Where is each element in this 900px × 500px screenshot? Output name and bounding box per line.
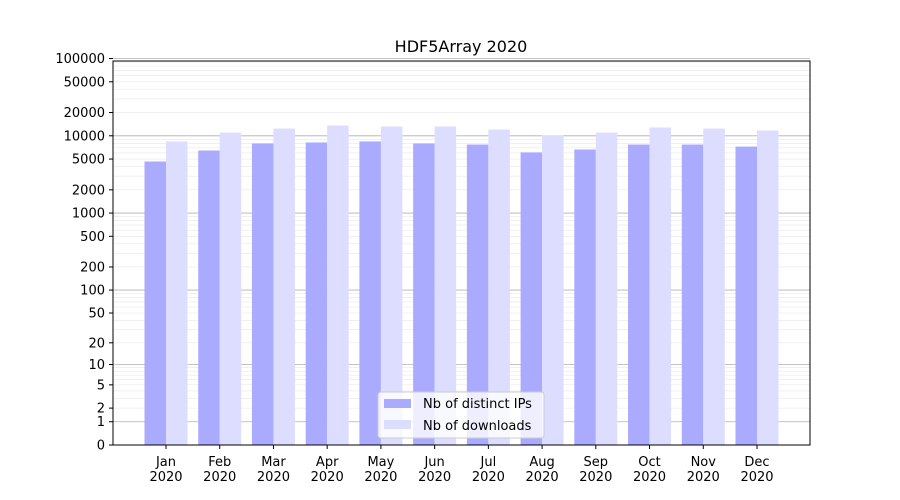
- y-tick-label: 50000: [64, 75, 105, 90]
- x-axis: Jan 2020 Feb 2020 Mar 2020 Apr 2020 May 2020 Jun 20…: [149, 445, 774, 485]
- x-tick-label: Apr 2020: [311, 455, 344, 485]
- bar-distinct-ips: [574, 149, 596, 445]
- legend: Nb of distinct IPs Nb of downloads: [377, 391, 545, 439]
- bar-distinct-ips: [413, 143, 435, 445]
- bar-distinct-ips: [466, 144, 489, 446]
- bars: [144, 125, 779, 446]
- y-tick-label: 5: [97, 378, 105, 393]
- y-tick-label: 500: [80, 230, 105, 245]
- y-tick-label: 50: [88, 307, 105, 322]
- y-axis: 0 12 5 10 20 50 100 200 500 1000 2000 5000 10000 2000…: [55, 52, 113, 454]
- x-tick-label: May 2020: [364, 455, 397, 485]
- bar-downloads: [327, 125, 349, 445]
- legend-label-ips: Nb of distinct IPs: [423, 397, 532, 412]
- y-tick-label: 200: [80, 260, 105, 275]
- bar-distinct-ips: [144, 161, 166, 446]
- bar-downloads: [488, 129, 510, 445]
- y-tick-label: 20000: [64, 106, 105, 121]
- y-tick-label: 0: [97, 439, 105, 454]
- bar-downloads: [703, 128, 725, 445]
- x-tick-label: Nov 2020: [687, 455, 720, 485]
- x-tick-label: Jan 2020: [149, 455, 182, 485]
- chart-title: HDF5Array 2020: [395, 37, 528, 56]
- bar-downloads: [166, 141, 188, 445]
- y-tick-label: 2000: [72, 183, 105, 198]
- x-tick-label: Feb 2020: [203, 455, 236, 485]
- bar-distinct-ips: [520, 152, 543, 446]
- x-tick-label: Oct 2020: [633, 455, 666, 485]
- bar-distinct-ips: [628, 144, 650, 446]
- x-tick-label: Jul 2020: [472, 455, 505, 485]
- y-tick-label: 100: [80, 284, 105, 299]
- legend-swatch-ips: [384, 399, 411, 408]
- bar-distinct-ips: [198, 150, 220, 446]
- bar-distinct-ips: [305, 142, 328, 445]
- y-tick-label: 5000: [72, 153, 105, 168]
- x-tick-label: Jun 2020: [418, 455, 451, 485]
- x-tick-label: Sep 2020: [579, 455, 612, 485]
- y-tick-label: 1000: [72, 207, 105, 222]
- bar-downloads: [380, 126, 403, 446]
- bar-distinct-ips: [735, 146, 757, 445]
- bar-distinct-ips: [359, 141, 381, 445]
- x-tick-label: Mar 2020: [257, 455, 290, 485]
- x-tick-label: Dec 2020: [740, 455, 773, 485]
- bar-downloads: [219, 132, 242, 445]
- legend-swatch-downloads: [384, 420, 411, 429]
- y-tick-label: 100000: [55, 52, 105, 67]
- y-tick-label: 20: [88, 336, 105, 351]
- y-tick-label: 10000: [64, 129, 105, 144]
- y-tick-label: 1: [97, 415, 105, 430]
- bar-downloads: [649, 127, 672, 446]
- bar-downloads: [434, 126, 457, 446]
- x-tick-label: Aug 2020: [526, 455, 559, 485]
- bar-downloads: [595, 132, 618, 445]
- bar-distinct-ips: [681, 144, 704, 446]
- y-tick-label: 10: [88, 358, 105, 373]
- legend-label-downloads: Nb of downloads: [423, 419, 532, 434]
- plot-frame: [112, 60, 811, 446]
- bar-downloads: [757, 130, 779, 445]
- bar-downloads: [273, 128, 295, 445]
- bar-distinct-ips: [251, 143, 274, 445]
- bar-downloads: [542, 135, 564, 445]
- y-tick-label: 2: [97, 402, 105, 417]
